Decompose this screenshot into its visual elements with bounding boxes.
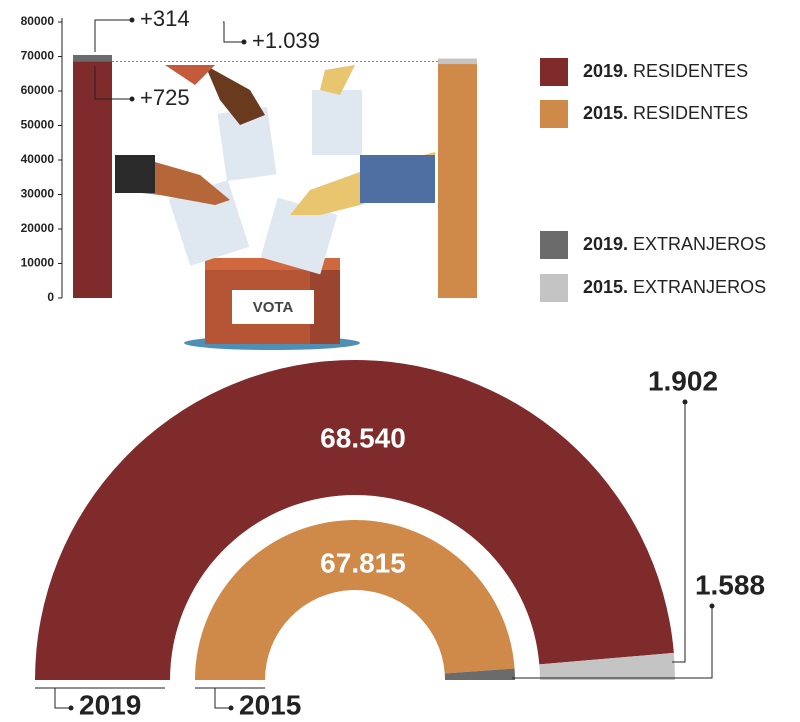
leader-line <box>672 402 686 663</box>
legend-swatch <box>540 58 568 86</box>
value-label: 68.540 <box>320 422 406 453</box>
annotation-line <box>94 66 132 100</box>
category-label: 2019 <box>79 689 141 720</box>
illustration: VOTA <box>115 65 435 350</box>
category-label: 2015 <box>239 689 301 720</box>
y-tick-label: 40000 <box>21 152 55 166</box>
annotation-dot <box>129 17 135 23</box>
y-tick-label: 20000 <box>21 221 55 235</box>
y-tick-label: 70000 <box>21 49 55 63</box>
bar-chart: 0 10000 20000 30000 40000 50000 60000 70000 8000… <box>21 6 477 304</box>
bar-segment <box>73 61 112 298</box>
ring-segment <box>35 359 674 680</box>
y-tick-label: 0 <box>47 290 54 304</box>
legend-swatch <box>540 274 568 302</box>
legend-label: 2015. RESIDENTES <box>583 103 748 123</box>
annotation: +725 <box>140 85 190 110</box>
legend-label: 2019. EXTRANJEROS <box>583 234 766 254</box>
legend-swatch <box>540 231 568 259</box>
value-label: 67.815 <box>320 547 406 578</box>
annotation: +314 <box>140 6 190 31</box>
y-tick-label: 30000 <box>21 187 55 201</box>
leader-dot <box>682 399 688 405</box>
value-label: 1.588 <box>695 569 765 600</box>
leader-line <box>512 606 713 679</box>
value-label: 1.902 <box>648 365 718 396</box>
annotation: +1.039 <box>252 28 320 53</box>
bar-segment <box>73 54 112 62</box>
y-tick-label: 60000 <box>21 83 55 97</box>
bar-segment <box>438 64 477 299</box>
legend-label: 2019. RESIDENTES <box>583 61 748 81</box>
legend-label: 2015. EXTRANJEROS <box>583 277 766 297</box>
y-tick-label: 80000 <box>21 14 55 28</box>
legend-swatch <box>540 100 568 128</box>
ring-segment <box>195 520 515 680</box>
bar-segment <box>438 58 477 65</box>
annotation-line <box>223 21 244 43</box>
annotation-dot <box>241 39 247 45</box>
ring-segment <box>539 652 675 680</box>
year-bracket <box>54 688 71 709</box>
year-dot <box>68 705 74 711</box>
y-tick-label: 10000 <box>21 256 55 270</box>
annotation-dot <box>129 96 135 102</box>
ring-segment <box>444 668 515 680</box>
year-bracket <box>214 688 231 709</box>
box-label: VOTA <box>253 299 294 316</box>
leader-dot <box>709 603 715 609</box>
y-tick-label: 50000 <box>21 118 55 132</box>
year-dot <box>228 705 234 711</box>
annotation-line <box>94 19 132 52</box>
